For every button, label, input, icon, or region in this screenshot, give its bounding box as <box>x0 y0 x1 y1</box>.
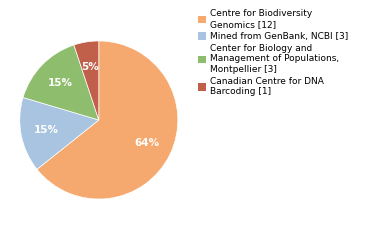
Wedge shape <box>37 41 178 199</box>
Wedge shape <box>20 97 99 169</box>
Text: 15%: 15% <box>48 78 73 88</box>
Wedge shape <box>74 41 99 120</box>
Text: 15%: 15% <box>33 125 59 135</box>
Wedge shape <box>23 45 99 120</box>
Legend: Centre for Biodiversity
Genomics [12], Mined from GenBank, NCBI [3], Center for : Centre for Biodiversity Genomics [12], M… <box>198 9 348 96</box>
Text: 64%: 64% <box>135 138 160 148</box>
Text: 5%: 5% <box>81 62 99 72</box>
